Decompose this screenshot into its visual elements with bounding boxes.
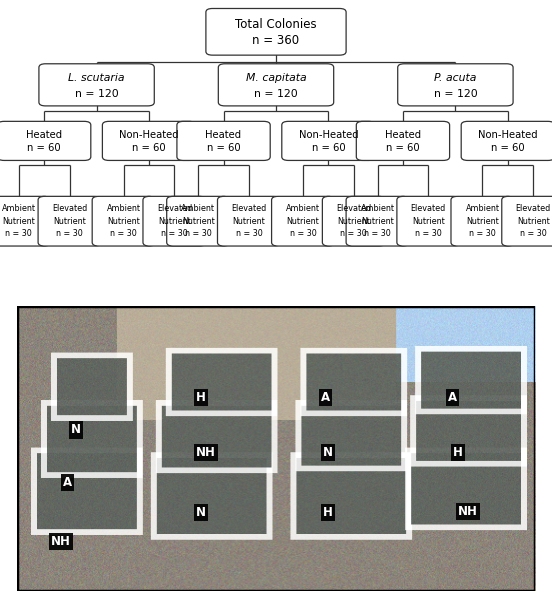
Text: Nutrient: Nutrient [2,217,35,226]
Text: n = 30: n = 30 [341,229,367,238]
Text: n = 120: n = 120 [75,89,119,99]
Text: H: H [323,506,333,519]
Text: Total Colonies: Total Colonies [235,18,317,31]
Text: Ambient: Ambient [2,204,36,213]
Text: Nutrient: Nutrient [337,217,370,226]
Text: N: N [71,424,81,436]
Text: n = 60: n = 60 [386,143,420,154]
FancyBboxPatch shape [217,196,280,246]
Text: Ambient: Ambient [465,204,500,213]
Text: Heated: Heated [205,130,242,140]
Text: Nutrient: Nutrient [286,217,320,226]
FancyBboxPatch shape [167,196,230,246]
Text: n = 30: n = 30 [185,229,211,238]
Text: n = 120: n = 120 [433,89,477,99]
Text: n = 120: n = 120 [254,89,298,99]
Text: n = 30: n = 30 [236,229,262,238]
Text: Elevated: Elevated [411,204,446,213]
Text: n = 30: n = 30 [469,229,496,238]
FancyBboxPatch shape [397,196,460,246]
Text: Non-Heated: Non-Heated [478,130,538,140]
FancyBboxPatch shape [0,196,50,246]
Text: A: A [321,391,330,404]
Text: n = 30: n = 30 [415,229,442,238]
Text: Non-Heated: Non-Heated [299,130,358,140]
Text: Nutrient: Nutrient [182,217,215,226]
FancyBboxPatch shape [461,121,552,160]
Text: Heated: Heated [26,130,62,140]
Text: Nutrient: Nutrient [232,217,266,226]
FancyBboxPatch shape [103,121,195,160]
Text: n = 60: n = 60 [132,143,166,154]
Text: Nutrient: Nutrient [158,217,191,226]
Text: H: H [196,391,206,404]
FancyBboxPatch shape [218,64,333,106]
Text: A: A [63,476,72,489]
Text: Ambient: Ambient [181,204,215,213]
FancyBboxPatch shape [357,121,449,160]
FancyBboxPatch shape [502,196,552,246]
Text: Elevated: Elevated [516,204,551,213]
Text: Elevated: Elevated [52,204,87,213]
FancyBboxPatch shape [346,196,409,246]
FancyBboxPatch shape [397,64,513,106]
Text: n = 30: n = 30 [56,229,83,238]
FancyBboxPatch shape [272,196,335,246]
Text: n = 30: n = 30 [520,229,546,238]
Text: L. scutaria: L. scutaria [68,73,125,83]
FancyBboxPatch shape [92,196,155,246]
Text: Ambient: Ambient [107,204,141,213]
FancyBboxPatch shape [39,64,154,106]
Text: n = 30: n = 30 [161,229,188,238]
FancyBboxPatch shape [451,196,514,246]
Text: N: N [196,506,206,519]
FancyBboxPatch shape [0,121,91,160]
Text: NH: NH [196,446,216,459]
FancyBboxPatch shape [143,196,206,246]
Text: A: A [448,391,457,404]
Text: M. capitata: M. capitata [246,73,306,83]
Text: n = 60: n = 60 [312,143,345,154]
Text: NH: NH [51,535,71,548]
Text: Ambient: Ambient [360,204,395,213]
Text: P. acuta: P. acuta [434,73,476,83]
Text: Elevated: Elevated [336,204,371,213]
Text: n = 360: n = 360 [252,34,300,47]
Text: Nutrient: Nutrient [361,217,394,226]
Text: Non-Heated: Non-Heated [119,130,179,140]
Text: N: N [323,446,333,459]
Text: Nutrient: Nutrient [53,217,86,226]
Text: H: H [453,446,463,459]
Text: n = 30: n = 30 [290,229,316,238]
Text: Heated: Heated [385,130,421,140]
FancyBboxPatch shape [282,121,375,160]
Text: Nutrient: Nutrient [466,217,499,226]
FancyBboxPatch shape [206,8,346,55]
Text: n = 60: n = 60 [207,143,240,154]
FancyBboxPatch shape [177,121,270,160]
Text: n = 60: n = 60 [28,143,61,154]
Text: Nutrient: Nutrient [412,217,445,226]
Text: Nutrient: Nutrient [107,217,140,226]
Text: Nutrient: Nutrient [517,217,550,226]
FancyBboxPatch shape [38,196,101,246]
Text: Elevated: Elevated [231,204,267,213]
Text: n = 30: n = 30 [110,229,137,238]
FancyBboxPatch shape [322,196,385,246]
Text: NH: NH [458,505,478,518]
Text: Ambient: Ambient [286,204,320,213]
Text: Elevated: Elevated [157,204,192,213]
Text: n = 60: n = 60 [491,143,524,154]
Text: n = 30: n = 30 [364,229,391,238]
Text: n = 30: n = 30 [6,229,32,238]
